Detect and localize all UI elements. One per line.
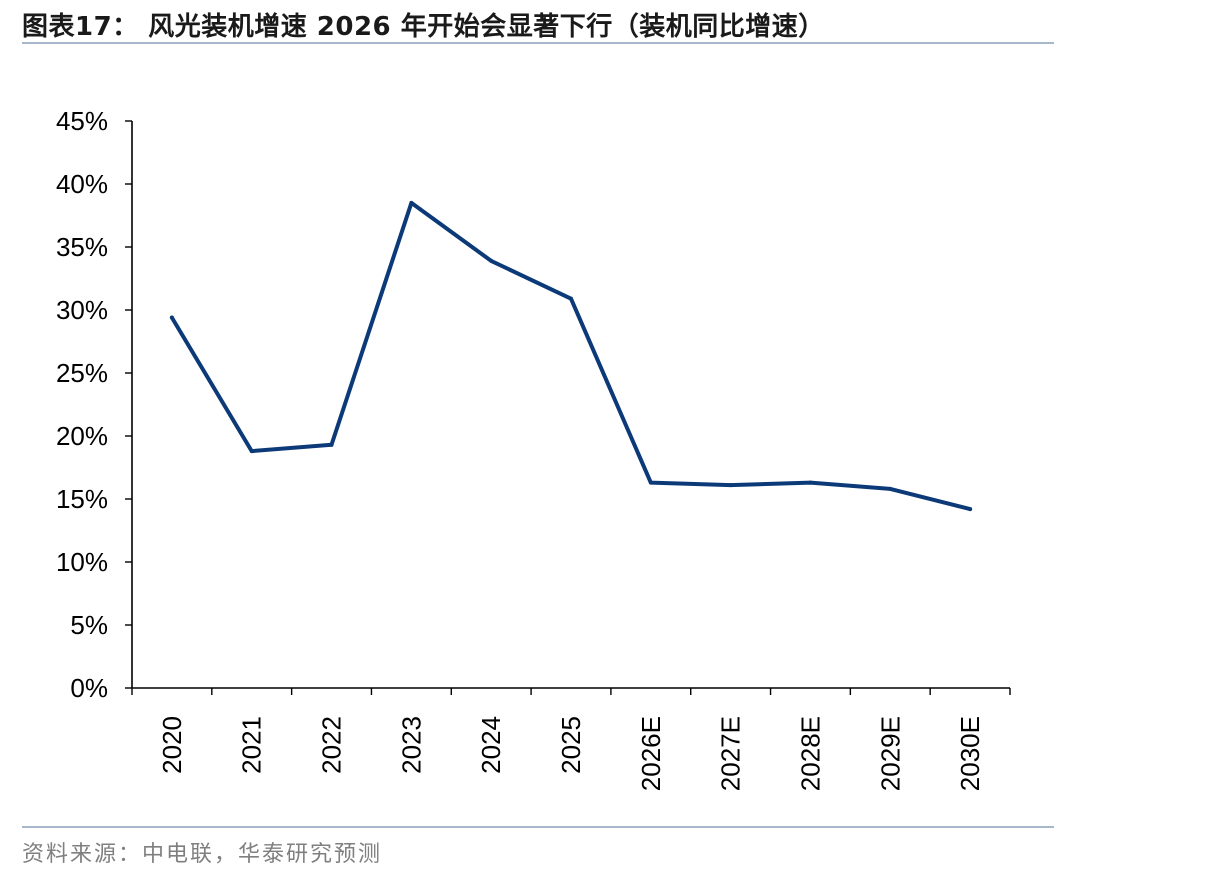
data-point bbox=[728, 483, 733, 488]
x-tick-label: 2029E bbox=[875, 716, 905, 791]
data-point bbox=[808, 480, 813, 485]
x-tick-label: 2025 bbox=[556, 716, 586, 774]
series-line bbox=[169, 200, 973, 512]
x-tick-label: 2030E bbox=[955, 716, 985, 791]
data-point bbox=[569, 296, 573, 301]
y-tick-label: 45% bbox=[56, 106, 108, 136]
x-axis: 2020 2021 2022 2023 2024 2025 2026E 2027E 2028E 2… bbox=[131, 687, 1011, 791]
x-tick-label: 2020 bbox=[157, 716, 187, 774]
y-tick-label: 5% bbox=[70, 610, 108, 640]
y-tick-label: 25% bbox=[56, 358, 108, 388]
y-tick-label: 10% bbox=[56, 547, 108, 577]
x-tick-label: 2027E bbox=[716, 716, 746, 791]
y-tick-label: 20% bbox=[56, 421, 108, 451]
data-point bbox=[648, 480, 653, 485]
y-tick-label: 30% bbox=[56, 295, 108, 325]
y-axis: 0% 5% 10% 15% 20% 25% 30% 35% 40% 45% bbox=[56, 106, 133, 703]
source-note: 资料来源：中电联，华泰研究预测 bbox=[22, 842, 383, 867]
x-tick-label: 2028E bbox=[795, 716, 825, 791]
x-tick-label: 2023 bbox=[396, 716, 426, 774]
x-tick-label: 2026E bbox=[636, 716, 666, 791]
data-point bbox=[409, 200, 414, 205]
data-point bbox=[329, 442, 334, 447]
y-tick-label: 0% bbox=[70, 673, 108, 703]
x-tick-label: 2024 bbox=[476, 716, 506, 774]
data-point bbox=[489, 258, 494, 263]
data-point bbox=[249, 449, 254, 454]
line-chart: 0%5%10%15%20%25%30%35%40%45% 2020 2021 202… bbox=[56, 106, 1011, 791]
y-tick-label: 35% bbox=[56, 232, 108, 262]
series bbox=[169, 200, 973, 512]
x-tick-label: 2021 bbox=[237, 716, 267, 774]
chart-title: 图表17： 风光装机增速 2026 年开始会显著下行（装机同比增速） bbox=[22, 12, 825, 42]
data-point bbox=[169, 315, 174, 320]
data-point bbox=[888, 486, 893, 491]
data-point bbox=[968, 507, 973, 512]
title-bar: 图表17： 风光装机增速 2026 年开始会显著下行（装机同比增速） bbox=[22, 0, 1054, 44]
chart-area: 0% 5% 10% 15% 20% 25% 30% 35% 40% 45% 2020 2021 202… bbox=[0, 44, 1206, 824]
source-bar: 资料来源：中电联，华泰研究预测 bbox=[22, 826, 1054, 867]
x-tick-label: 2022 bbox=[317, 716, 347, 774]
y-tick-label: 40% bbox=[56, 169, 108, 199]
y-tick-label: 15% bbox=[56, 484, 108, 514]
